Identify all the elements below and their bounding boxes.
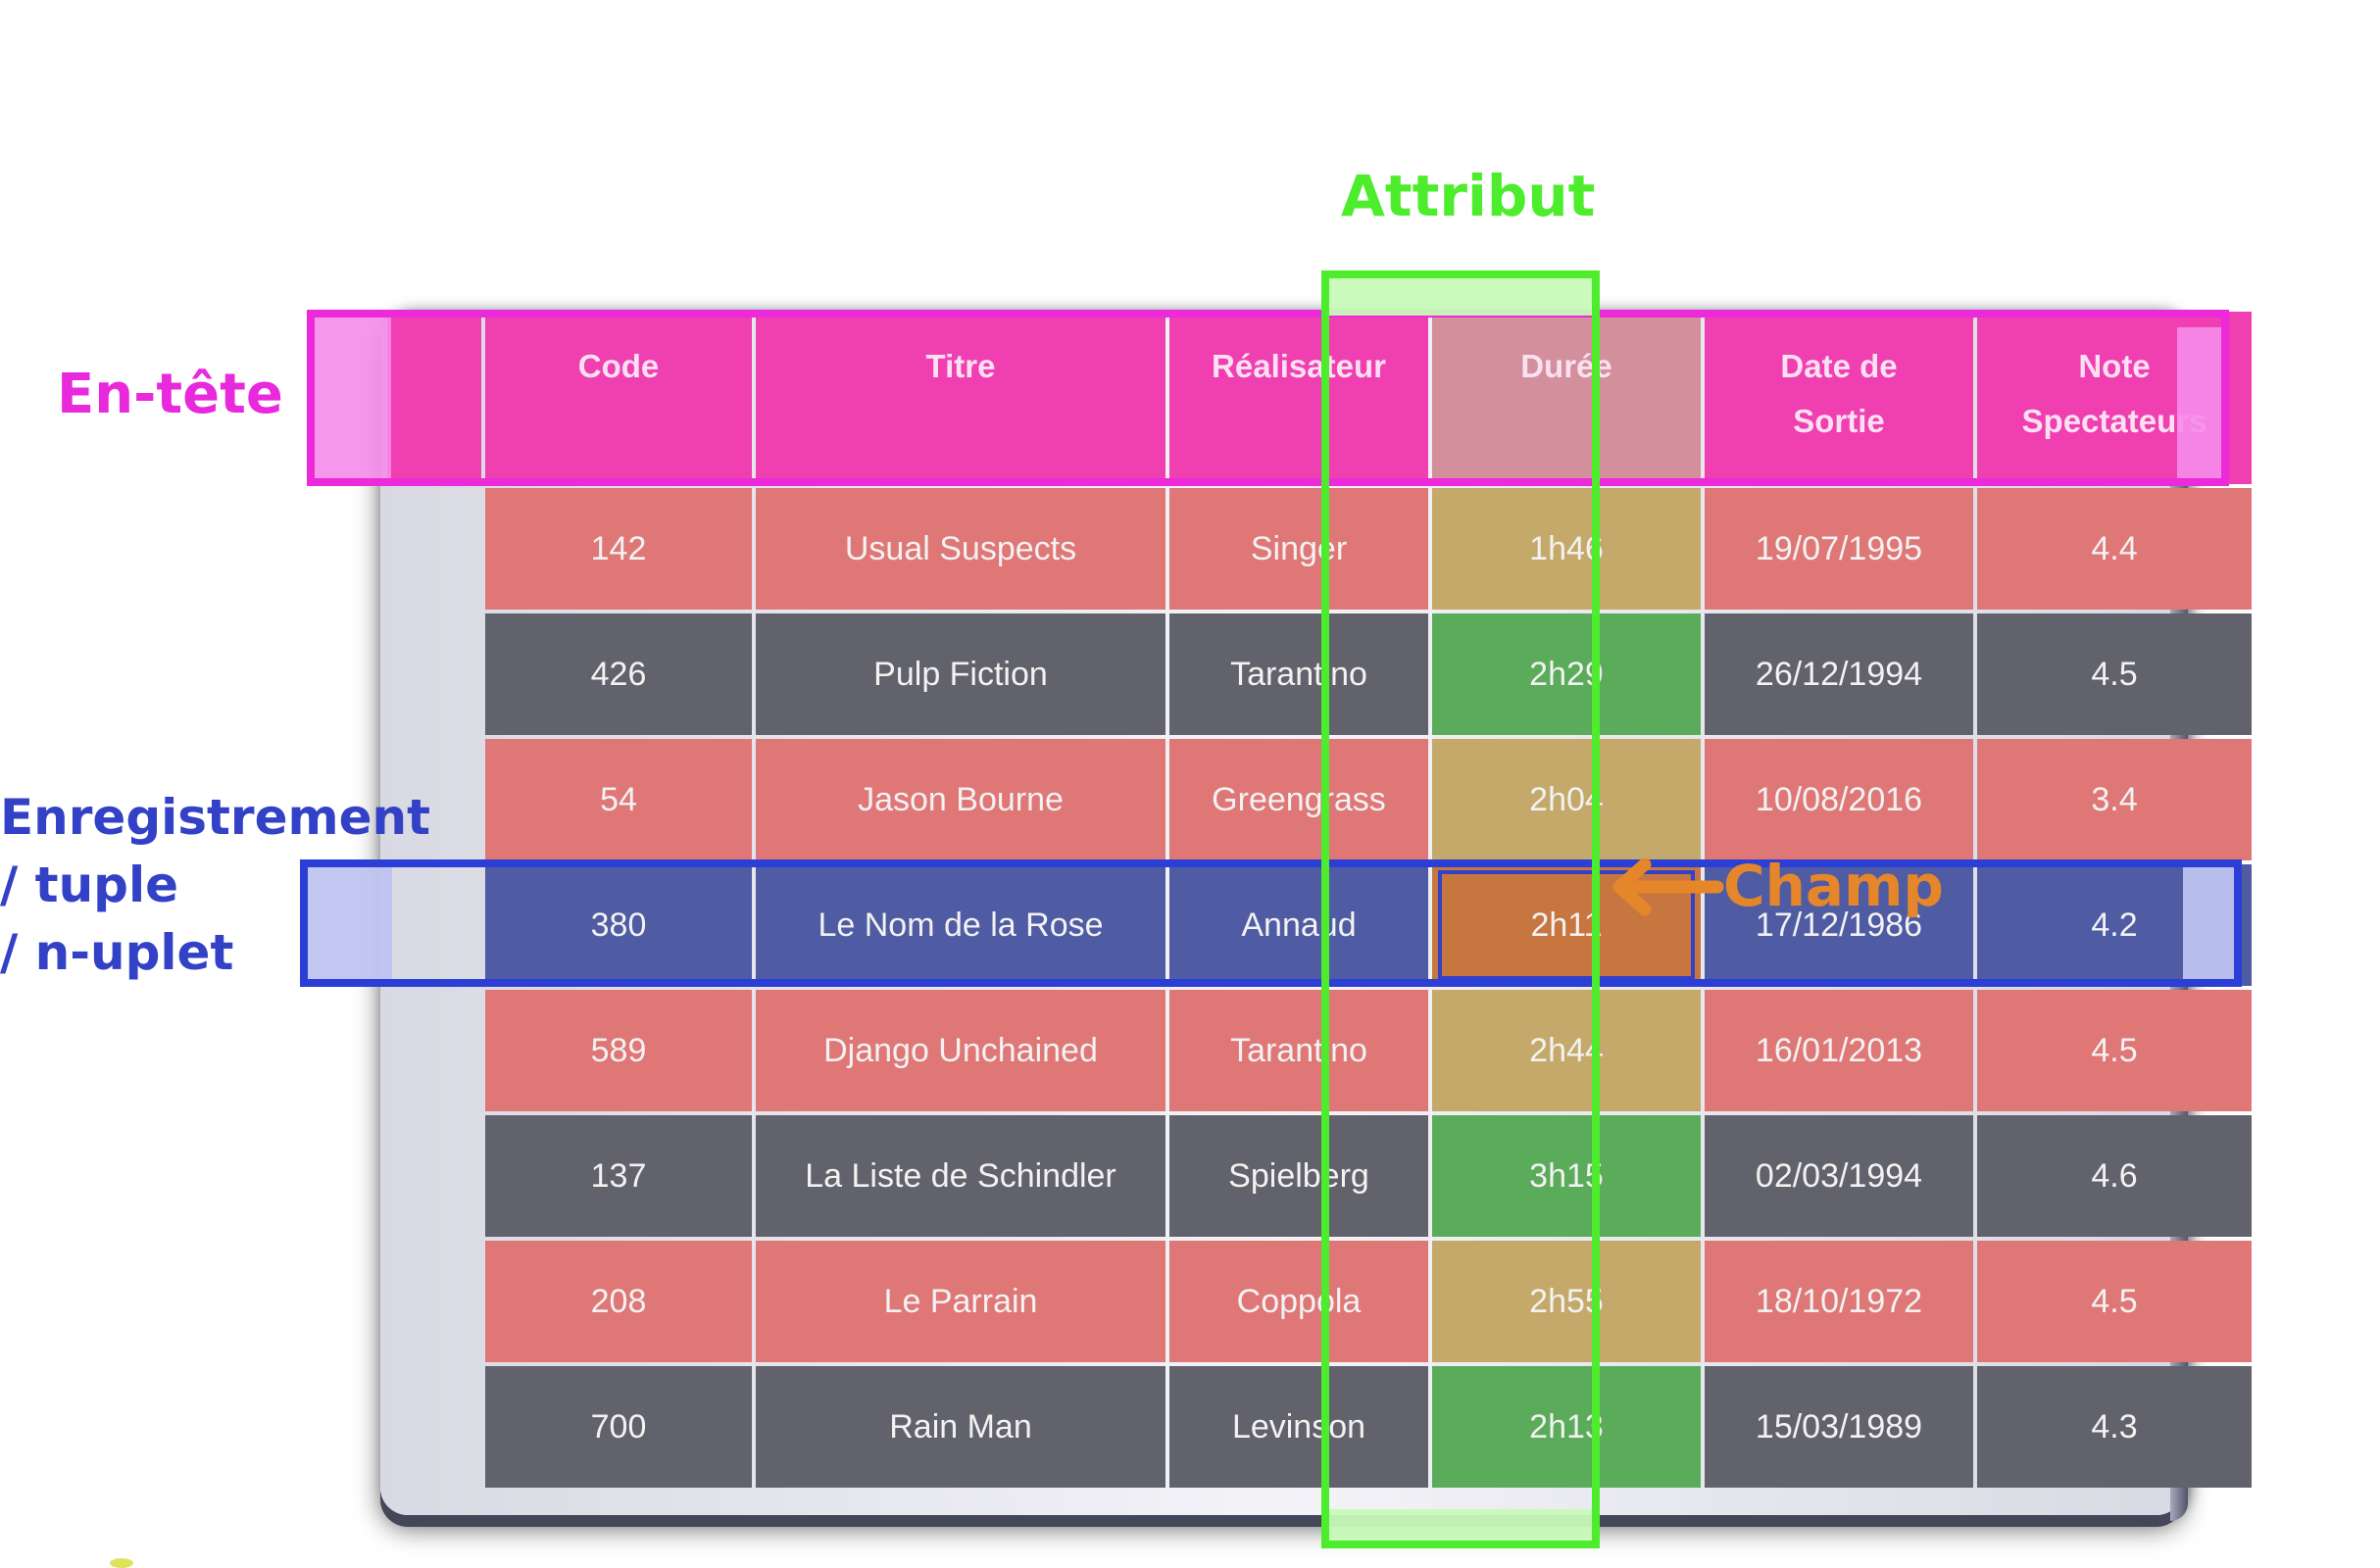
table-cell: 26/12/1994	[1705, 613, 1973, 735]
table-cell: Coppola	[1169, 1241, 1428, 1362]
table-cell: Le Parrain	[756, 1241, 1165, 1362]
table-cell: 3h15	[1432, 1115, 1701, 1237]
table-cell: 208	[485, 1241, 752, 1362]
table-row: 208 Le Parrain Coppola 2h55 18/10/1972 4.5	[387, 1241, 2252, 1362]
table-cell: 4.6	[1977, 1115, 2252, 1237]
table-cell: 3.4	[1977, 739, 2252, 860]
header-highlight	[307, 310, 2229, 486]
table-cell: 4.3	[1977, 1366, 2252, 1488]
table-cell: 54	[485, 739, 752, 860]
record-highlight	[300, 859, 2242, 987]
table-cell: 2h04	[1432, 739, 1701, 860]
table-cell: Pulp Fiction	[756, 613, 1165, 735]
table-cell: 1h46	[1432, 488, 1701, 610]
header-date-sortie: Date de Sortie	[1705, 312, 1973, 484]
table-row: 137 La Liste de Schindler Spielberg 3h15 02/…	[387, 1115, 2252, 1237]
table-cell: Spielberg	[1169, 1115, 1428, 1237]
header-duree: Durée	[1432, 312, 1701, 484]
table-cell: La Liste de Schindler	[756, 1115, 1165, 1237]
table-row: 700 Rain Man Levinson 2h13 15/03/1989 4.3	[387, 1366, 2252, 1488]
row-spacer	[387, 488, 481, 610]
table-cell: Rain Man	[756, 1366, 1165, 1488]
decorative-dot	[110, 1558, 133, 1568]
header-titre: Titre	[756, 312, 1165, 484]
header-realisateur: Réalisateur	[1169, 312, 1428, 484]
table-cell: 2h44	[1432, 990, 1701, 1111]
table-cell: 426	[485, 613, 752, 735]
table-cell: 4.5	[1977, 613, 2252, 735]
table-cell: 4.4	[1977, 488, 2252, 610]
table-row: 142 Usual Suspects Singer 1h46 19/07/1995 4.4	[387, 488, 2252, 610]
label-en-tete: En-tête	[57, 363, 283, 426]
table-cell: Tarantino	[1169, 613, 1428, 735]
table-cell: Singer	[1169, 488, 1428, 610]
table-cell: Greengrass	[1169, 739, 1428, 860]
row-spacer	[387, 990, 481, 1111]
table-cell: 700	[485, 1366, 752, 1488]
table-cell: Levinson	[1169, 1366, 1428, 1488]
table-cell: 2h13	[1432, 1366, 1701, 1488]
table-row: 54 Jason Bourne Greengrass 2h04 10/08/2016 3.…	[387, 739, 2252, 860]
table-row: 426 Pulp Fiction Tarantino 2h29 26/12/1994 4.…	[387, 613, 2252, 735]
table-cell: Jason Bourne	[756, 739, 1165, 860]
header-code: Code	[485, 312, 752, 484]
champ-arrow-icon	[1612, 858, 1724, 916]
table-cell: 4.5	[1977, 990, 2252, 1111]
row-spacer	[387, 1241, 481, 1362]
attribute-highlight	[1321, 270, 1600, 1548]
table-cell: 17/12/1986	[1705, 864, 1973, 986]
table-cell: Django Unchained	[756, 990, 1165, 1111]
row-spacer	[387, 1366, 481, 1488]
table-cell: 142	[485, 488, 752, 610]
table-cell: 18/10/1972	[1705, 1241, 1973, 1362]
table-cell: 02/03/1994	[1705, 1115, 1973, 1237]
row-spacer	[387, 613, 481, 735]
table-cell: Annaud	[1169, 864, 1428, 986]
header-spacer	[387, 312, 481, 484]
label-enregistrement: Enregistrement / tuple / n-uplet	[0, 789, 430, 981]
table-cell: 10/08/2016	[1705, 739, 1973, 860]
table-cell: 589	[485, 990, 752, 1111]
table-cell: Tarantino	[1169, 990, 1428, 1111]
table-body: 142 Usual Suspects Singer 1h46 19/07/1995 4.4…	[387, 488, 2252, 1488]
table-cell: Le Nom de la Rose	[756, 864, 1165, 986]
table-cell: 15/03/1989	[1705, 1366, 1973, 1488]
table-cell: 2h29	[1432, 613, 1701, 735]
table-cell: 380	[485, 864, 752, 986]
label-attribut: Attribut	[1341, 163, 1596, 229]
table-cell: 4.5	[1977, 1241, 2252, 1362]
table-cell: 19/07/1995	[1705, 488, 1973, 610]
table-cell: 137	[485, 1115, 752, 1237]
row-spacer	[387, 1115, 481, 1237]
header-row: Code Titre Réalisateur Durée Date de Sort…	[387, 312, 2252, 484]
table-row: 589 Django Unchained Tarantino 2h44 16/01/20…	[387, 990, 2252, 1111]
table-cell: Usual Suspects	[756, 488, 1165, 610]
table-cell: 2h55	[1432, 1241, 1701, 1362]
table-cell: 16/01/2013	[1705, 990, 1973, 1111]
label-champ: Champ	[1723, 853, 1944, 919]
